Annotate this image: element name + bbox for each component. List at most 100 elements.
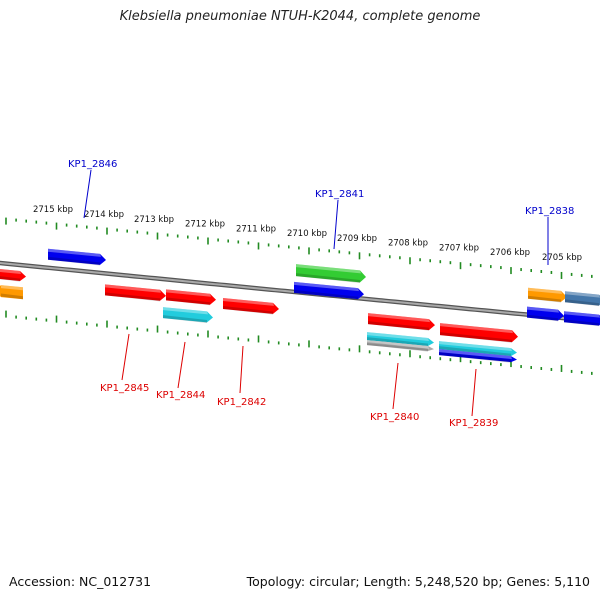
kbp-label: 2709 kbp <box>337 234 377 244</box>
kbp-scale: 2715 kbp 2714 kbp 2713 kbp 2712 kbp 2711 kbp… <box>33 205 582 263</box>
gene-kp1-2844-cyan-shade <box>163 315 207 323</box>
gene-kp1-2844-red-highlight <box>166 289 211 297</box>
gene-kp1-2838-steel <box>565 291 600 307</box>
gene-kp1-2839-cyan-body <box>439 341 517 357</box>
gene-kp1-2839-cyan-highlight <box>439 341 512 352</box>
topology-text: Topology: circular; Length: 5,248,520 bp… <box>246 574 590 589</box>
gene-kp1-2844-red-body <box>166 289 216 305</box>
gene-kp1-2840-gray <box>367 340 434 352</box>
gene-left-red <box>0 268 26 282</box>
gene-kp1-2838-blue2-highlight <box>564 311 600 318</box>
gene-kp1-2844-cyan-body <box>163 307 213 323</box>
gene-kp1-2846-shade <box>48 256 100 266</box>
gene-kp1-2841-blue-shade <box>294 289 358 300</box>
gene-kp1-2838-blue <box>527 306 564 322</box>
leader-line <box>121 333 130 381</box>
gene-kp1-2838-orange-highlight <box>528 287 562 294</box>
gene-kp1-2845-highlight <box>105 284 161 293</box>
kbp-label: 2713 kbp <box>134 215 174 225</box>
leader-line <box>239 345 244 394</box>
gene-kp1-2840-cyan <box>367 332 434 347</box>
kbp-label: 2715 kbp <box>33 205 73 215</box>
gene-kp1-2841-green <box>296 264 366 283</box>
gene-kp1-2844-red-shade <box>166 297 210 306</box>
gene-kp1-2840-cyan-body <box>367 332 434 347</box>
gene-kp1-2838-orange <box>528 287 567 303</box>
gene-kp1-2838-orange-shade <box>528 295 561 303</box>
gene-kp1-2845 <box>105 284 166 302</box>
gene-kp1-2844-red <box>166 289 216 306</box>
gene-left-red-shade <box>0 276 20 282</box>
accession-text: Accession: NC_012731 <box>9 574 152 589</box>
gene-label-reverse: KP1_2842 <box>217 397 266 408</box>
kbp-label: 2712 kbp <box>185 220 225 230</box>
gene-kp1-2838-blue-body <box>527 306 564 321</box>
gene-kp1-2839-red <box>440 323 518 343</box>
gene-kp1-2840-red <box>368 313 435 331</box>
kbp-label: 2707 kbp <box>439 243 479 253</box>
gene-kp1-2845-body <box>105 284 166 301</box>
gene-kp1-2840-gray-shade <box>367 342 428 352</box>
gene-kp1-2838-blue2-shade <box>564 319 599 327</box>
gene-kp1-2838-blue-highlight <box>527 306 559 313</box>
gene-label-forward: KP1_2838 <box>525 206 574 217</box>
gene-kp1-2838-steel-highlight <box>565 291 600 298</box>
kbp-label: 2714 kbp <box>84 210 124 220</box>
gene-kp1-2841-blue-highlight <box>294 281 359 292</box>
gene-kp1-2846-highlight <box>48 248 101 257</box>
gene-kp1-2838-steel-shade <box>565 299 599 307</box>
outer-tick-ring <box>5 217 593 279</box>
gene-kp1-2838-orange-body <box>528 287 567 302</box>
kbp-label: 2706 kbp <box>490 248 530 258</box>
leader-line <box>83 169 92 219</box>
gene-kp1-2839-blue-body <box>439 349 517 363</box>
gene-kp1-2842-highlight <box>223 297 274 306</box>
gene-label-reverse: KP1_2844 <box>156 390 205 401</box>
gene-kp1-2842 <box>223 297 279 315</box>
gene-left-orange-body <box>0 285 23 300</box>
leader-line <box>392 362 399 410</box>
kbp-label: 2708 kbp <box>388 239 428 249</box>
gene-kp1-2839-red-body <box>440 323 518 343</box>
gene-left-orange-highlight <box>1 285 23 291</box>
forward-labels: KP1_2846 KP1_2841 KP1_2838 <box>68 159 574 265</box>
gene-kp1-2841-green-shade <box>296 273 360 283</box>
gene-kp1-2840-red-highlight <box>368 313 430 323</box>
gene-kp1-2838-blue2-body <box>564 311 600 326</box>
gene-left-orange-shade <box>1 293 23 300</box>
gene-kp1-2840-gray-body <box>367 340 434 352</box>
gene-kp1-2842-body <box>223 297 279 314</box>
gene-kp1-2841-blue-body <box>294 281 364 300</box>
reverse-labels: KP1_2845 KP1_2844 KP1_2842 KP1_2840 KP1_2839 <box>100 333 498 429</box>
leader-line <box>333 199 339 250</box>
gene-kp1-2839-blue-highlight <box>439 349 512 360</box>
leader-line <box>471 368 477 417</box>
gene-kp1-2840-gray-highlight <box>367 340 429 350</box>
gene-kp1-2844-cyan-highlight <box>163 307 208 315</box>
gene-kp1-2839-red-highlight <box>440 323 513 334</box>
gene-kp1-2838-steel-body <box>565 291 600 306</box>
kbp-label: 2710 kbp <box>287 229 327 239</box>
gene-kp1-2846-body <box>48 248 106 265</box>
gene-kp1-2839-blue <box>439 349 517 363</box>
gene-label-forward: KP1_2841 <box>315 189 364 200</box>
kbp-label: 2711 kbp <box>236 224 276 234</box>
gene-kp1-2838-blue-shade <box>527 314 558 322</box>
gene-kp1-2840-cyan-highlight <box>367 332 429 342</box>
gene-left-red-highlight <box>0 268 21 274</box>
leader-line <box>177 341 186 389</box>
kbp-label: 2705 kbp <box>542 253 582 263</box>
gene-kp1-2838-blue2 <box>564 311 600 327</box>
gene-left-red-body <box>0 268 26 281</box>
gene-label-reverse: KP1_2839 <box>449 418 498 429</box>
gene-label-reverse: KP1_2840 <box>370 412 419 423</box>
gene-kp1-2841-green-highlight <box>296 264 361 274</box>
gene-kp1-2839-cyan-shade <box>439 346 511 357</box>
gene-kp1-2840-red-shade <box>368 321 429 331</box>
gene-kp1-2839-blue-shade <box>439 352 511 363</box>
gene-kp1-2840-red-body <box>368 313 435 331</box>
gene-kp1-2845-shade <box>105 292 160 302</box>
gene-kp1-2841-blue <box>294 281 364 300</box>
gene-kp1-2846 <box>48 248 106 266</box>
